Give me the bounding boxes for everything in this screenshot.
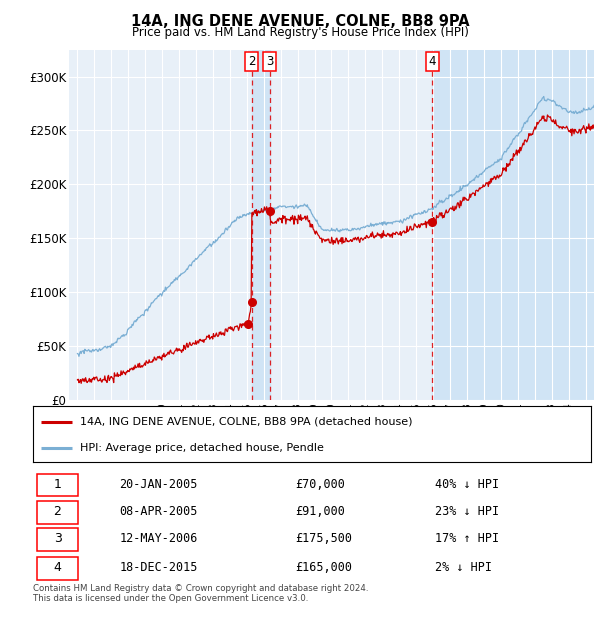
FancyBboxPatch shape [37, 557, 77, 580]
Text: 17% ↑ HPI: 17% ↑ HPI [435, 533, 499, 546]
Text: 4: 4 [428, 55, 436, 68]
Text: 23% ↓ HPI: 23% ↓ HPI [435, 505, 499, 518]
Text: 2: 2 [53, 505, 61, 518]
Text: Price paid vs. HM Land Registry's House Price Index (HPI): Price paid vs. HM Land Registry's House … [131, 26, 469, 39]
Text: 12-MAY-2006: 12-MAY-2006 [119, 533, 198, 546]
Text: 4: 4 [53, 561, 61, 574]
Text: £175,500: £175,500 [295, 533, 352, 546]
Text: HPI: Average price, detached house, Pendle: HPI: Average price, detached house, Pend… [80, 443, 325, 453]
Bar [433, 50, 594, 400]
Text: £91,000: £91,000 [295, 505, 345, 518]
Text: 2% ↓ HPI: 2% ↓ HPI [435, 561, 492, 574]
Text: 2: 2 [248, 55, 256, 68]
Text: 20-JAN-2005: 20-JAN-2005 [119, 477, 198, 490]
Text: £165,000: £165,000 [295, 561, 352, 574]
Text: 40% ↓ HPI: 40% ↓ HPI [435, 477, 499, 490]
Text: 3: 3 [266, 55, 274, 68]
FancyBboxPatch shape [37, 501, 77, 524]
Text: £70,000: £70,000 [295, 477, 345, 490]
FancyBboxPatch shape [37, 528, 77, 551]
Text: 14A, ING DENE AVENUE, COLNE, BB8 9PA: 14A, ING DENE AVENUE, COLNE, BB8 9PA [131, 14, 469, 29]
Text: 08-APR-2005: 08-APR-2005 [119, 505, 198, 518]
Text: 14A, ING DENE AVENUE, COLNE, BB8 9PA (detached house): 14A, ING DENE AVENUE, COLNE, BB8 9PA (de… [80, 417, 413, 427]
Bar [252, 50, 270, 400]
Text: Contains HM Land Registry data © Crown copyright and database right 2024.
This d: Contains HM Land Registry data © Crown c… [33, 584, 368, 603]
FancyBboxPatch shape [37, 474, 77, 497]
Text: 3: 3 [53, 533, 61, 546]
Text: 1: 1 [53, 477, 61, 490]
Text: 18-DEC-2015: 18-DEC-2015 [119, 561, 198, 574]
